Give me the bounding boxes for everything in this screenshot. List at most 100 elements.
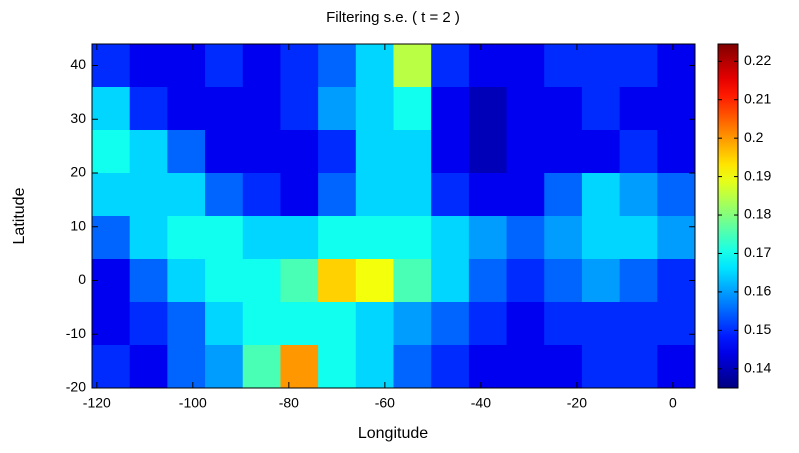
heatmap-cell — [506, 216, 545, 260]
heatmap-cell — [92, 173, 131, 217]
heatmap-cell — [581, 302, 621, 346]
colorbar-tick-label: 0.18 — [744, 206, 771, 222]
heatmap-cell — [318, 259, 357, 303]
y-axis-label: Latitude — [11, 187, 28, 244]
heatmap-cell — [205, 216, 244, 260]
heatmap-cell — [619, 130, 658, 174]
heatmap-cell — [581, 259, 621, 303]
heatmap-cell — [393, 44, 432, 88]
heatmap-cell — [657, 130, 696, 174]
heatmap-cell — [619, 302, 658, 346]
heatmap-cell — [619, 44, 658, 88]
heatmap-cell — [393, 130, 432, 174]
heatmap-cell — [355, 173, 394, 217]
heatmap-cell — [393, 259, 432, 303]
heatmap-cell — [468, 259, 508, 303]
heatmap-cell — [129, 216, 168, 260]
heatmap-cell — [205, 130, 244, 174]
colorbar-tick-label: 0.2 — [744, 129, 764, 145]
heatmap-cell — [431, 44, 470, 88]
heatmap-cell — [468, 130, 508, 174]
x-tick-label: 0 — [669, 395, 677, 411]
heatmap-cell — [280, 173, 319, 217]
heatmap-cell — [506, 302, 545, 346]
heatmap-cell — [318, 302, 357, 346]
heatmap-cell — [167, 345, 206, 389]
heatmap-cell — [619, 173, 658, 217]
y-tick-label: -20 — [66, 379, 86, 395]
heatmap-cell — [431, 345, 470, 389]
heatmap-cell — [581, 130, 621, 174]
y-tick-label: 10 — [70, 217, 86, 233]
heatmap-cell — [129, 259, 168, 303]
heatmap-cell — [506, 44, 545, 88]
heatmap-cell — [431, 216, 470, 260]
heatmap-cell — [581, 44, 621, 88]
x-tick-label: -20 — [567, 395, 587, 411]
heatmap-cell — [544, 345, 583, 389]
heatmap-cell — [205, 173, 244, 217]
heatmap-cell — [129, 173, 168, 217]
heatmap-cell — [544, 216, 583, 260]
heatmap-cell — [393, 173, 432, 217]
heatmap-cell — [657, 302, 696, 346]
heatmap-cell — [544, 87, 583, 131]
heatmap-cell — [129, 87, 168, 131]
heatmap-cell — [129, 345, 168, 389]
heatmap-cell — [355, 87, 394, 131]
heatmap-cell — [167, 130, 206, 174]
heatmap-cell — [506, 345, 545, 389]
y-tick-label: -10 — [66, 325, 86, 341]
heatmap-cell — [393, 87, 432, 131]
heatmap-cell — [468, 87, 508, 131]
heatmap-cell — [544, 130, 583, 174]
heatmap-cell — [544, 44, 583, 88]
heatmap-cell — [355, 216, 394, 260]
colorbar-tick-label: 0.17 — [744, 244, 771, 260]
heatmap-cell — [431, 173, 470, 217]
heatmap-cell — [167, 259, 206, 303]
heatmap-cell — [129, 130, 168, 174]
heatmap-cell — [242, 345, 281, 389]
heatmap-cell — [167, 216, 206, 260]
heatmap-cell — [431, 302, 470, 346]
heatmap-cell — [280, 44, 319, 88]
heatmap-cell — [468, 44, 508, 88]
heatmap-cell — [506, 259, 545, 303]
heatmap-cell — [468, 302, 508, 346]
heatmap-cell — [431, 130, 470, 174]
heatmap-cell — [506, 130, 545, 174]
heatmap-cell — [318, 130, 357, 174]
heatmap-cell — [506, 173, 545, 217]
y-tick-label: 20 — [70, 164, 86, 180]
heatmap-cell — [318, 173, 357, 217]
heatmap-cell — [468, 345, 508, 389]
heatmap-cell — [431, 259, 470, 303]
heatmap-cell — [280, 259, 319, 303]
heatmap-cell — [355, 259, 394, 303]
heatmap-cell — [280, 87, 319, 131]
heatmap-cell — [431, 87, 470, 131]
heatmap-cell — [167, 302, 206, 346]
heatmap-cell — [506, 87, 545, 131]
colorbar-tick-label: 0.21 — [744, 90, 771, 106]
y-tick-label: 0 — [78, 271, 86, 287]
heatmap-cell — [280, 130, 319, 174]
plot-frame — [91, 43, 696, 389]
heatmap-cell — [581, 87, 621, 131]
heatmap-cell — [581, 345, 621, 389]
heatmap-cell — [92, 302, 131, 346]
heatmap-cell — [92, 216, 131, 260]
x-tick-label: -60 — [375, 395, 395, 411]
heatmap-cell — [242, 44, 281, 88]
heatmap-cell — [544, 173, 583, 217]
heatmap-cell — [657, 345, 696, 389]
heatmap-cell — [468, 173, 508, 217]
colorbar-tick-label: 0.19 — [744, 167, 771, 183]
y-tick-label: 30 — [70, 110, 86, 126]
heatmap-cell — [581, 216, 621, 260]
heatmap-cell — [355, 302, 394, 346]
heatmap-cell — [242, 259, 281, 303]
heatmap-cell — [242, 130, 281, 174]
